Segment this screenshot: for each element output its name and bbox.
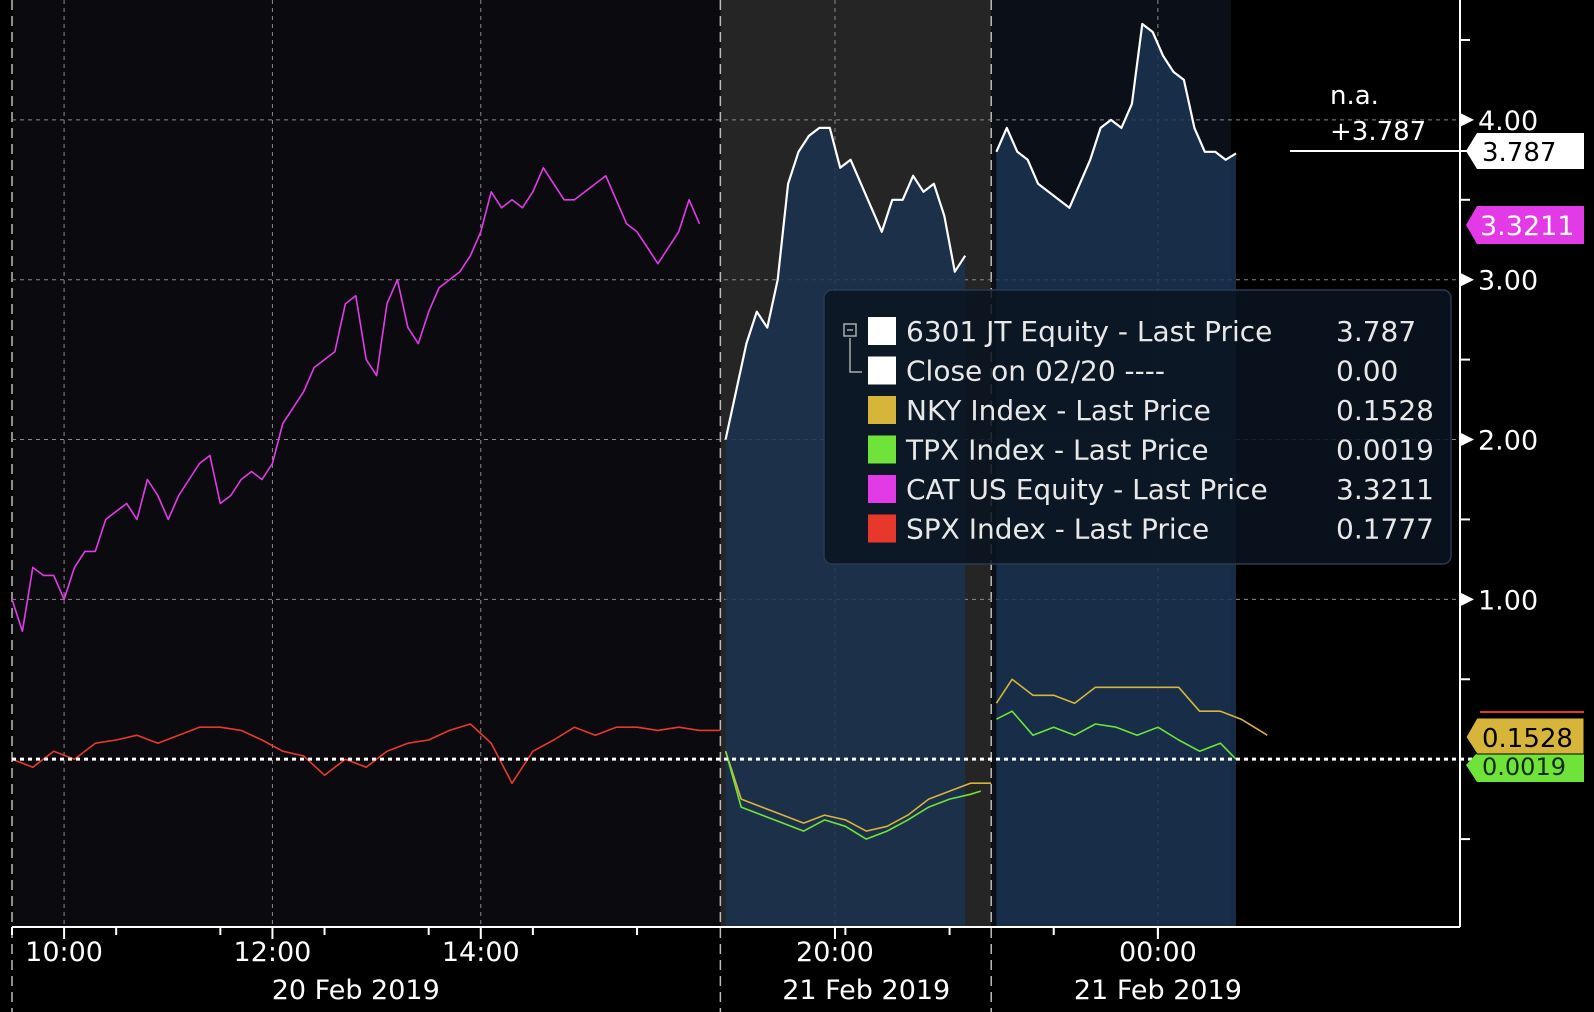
series-line-spx	[11, 723, 721, 784]
legend-swatch	[868, 514, 896, 543]
last-value-labels: n.a. +3.787 3.787 3.3211 0.0019 0.1528	[1290, 81, 1585, 782]
y-ticks: 4.00 3.00 2.00 1.00	[1460, 38, 1538, 841]
legend-entry-value: 0.1777	[1336, 513, 1434, 546]
x-tick-label: 12:00	[234, 937, 312, 968]
y-tick-label: 4.00	[1478, 106, 1538, 137]
series-line-tpx	[996, 710, 1237, 760]
series-line-nky	[724, 750, 992, 832]
legend-swatch	[868, 435, 896, 464]
legend-entry-value: 0.00	[1336, 355, 1398, 388]
x-tick-label: 00:00	[1119, 937, 1197, 968]
legend-entry-name: NKY Index - Last Price	[906, 394, 1211, 427]
y-tick-marker	[1460, 112, 1474, 127]
y-tick-marker	[1460, 592, 1474, 607]
equity-value-tag: 3.787	[1466, 133, 1584, 169]
cat-tag-text: 3.3211	[1480, 211, 1574, 242]
series-line-nky	[995, 678, 1268, 736]
y-tick-label: 2.00	[1478, 426, 1538, 457]
tpx-value-tag: 0.0019	[1466, 753, 1584, 782]
legend-entry-value: 3.787	[1336, 315, 1416, 348]
legend-box	[823, 289, 1452, 565]
date-label: 21 Feb 2019	[782, 975, 950, 1006]
legend-tree-connector	[849, 338, 862, 373]
right-axis: 4.00 3.00 2.00 1.00	[1459, 0, 1538, 927]
x-axis: 10:00 12:00 14:00 20:00 00:00 20 Feb 2019 21 F…	[11, 926, 1460, 1006]
date-label: 21 Feb 2019	[1074, 975, 1242, 1006]
tpx-tag-text: 0.0019	[1482, 753, 1566, 781]
legend: 6301 JT Equity - Last Price 3.787 Close on…	[823, 289, 1452, 565]
x-tick-label: 14:00	[442, 937, 520, 968]
legend-entry-value: 0.1528	[1336, 394, 1434, 427]
cat-value-tag: 3.3211	[1466, 206, 1584, 244]
legend-entry-name: CAT US Equity - Last Price	[906, 473, 1268, 506]
legend-swatch	[868, 317, 896, 345]
y-tick-marker	[1460, 272, 1474, 287]
legend-entry-name: 6301 JT Equity - Last Price	[906, 315, 1272, 348]
series-line-tpx	[724, 750, 982, 840]
legend-swatch	[868, 475, 896, 503]
legend-entry-name: SPX Index - Last Price	[906, 513, 1209, 546]
na-label: n.a.	[1330, 81, 1379, 111]
session-band-us-session	[12, 0, 721, 927]
legend-swatch	[868, 356, 896, 385]
equity-tag-text: 3.787	[1482, 138, 1556, 168]
change-label: +3.787	[1330, 117, 1426, 147]
series-line-6301	[995, 22, 1237, 209]
legend-entry-value: 0.0019	[1336, 434, 1434, 467]
legend-collapse-icon[interactable]	[843, 323, 857, 337]
x-ticks: 10:00 12:00 14:00 20:00 00:00 20 Feb 2019 21 F…	[11, 927, 1242, 1006]
y-tick-marker	[1460, 432, 1474, 447]
legend-entry-value: 3.3211	[1336, 473, 1434, 506]
legend-swatch	[868, 396, 896, 424]
y-tick-label: 1.00	[1478, 585, 1538, 616]
series-line-cat	[11, 167, 701, 633]
x-tick-label: 10:00	[25, 937, 103, 968]
series-line-6301	[724, 126, 967, 440]
y-tick-label: 3.00	[1478, 266, 1538, 297]
nky-tag-text: 0.1528	[1482, 724, 1573, 754]
x-tick-label: 20:00	[796, 937, 874, 968]
legend-entry-name: Close on 02/20 ----	[906, 355, 1165, 388]
date-label: 20 Feb 2019	[272, 975, 440, 1006]
legend-rows: 6301 JT Equity - Last Price 3.787 Close on…	[868, 315, 1434, 546]
nky-value-tag: 0.1528	[1465, 717, 1585, 755]
legend-entry-name: TPX Index - Last Price	[905, 434, 1209, 467]
